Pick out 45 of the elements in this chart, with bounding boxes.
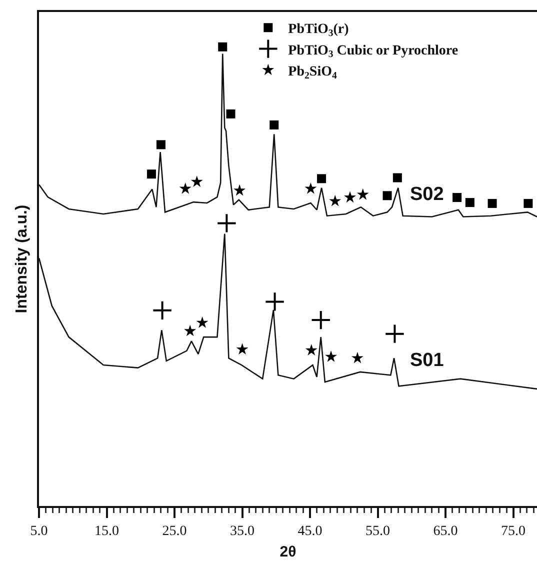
point <box>305 344 318 356</box>
point <box>226 109 236 118</box>
y-axis-title: Intensity (a.u.) <box>13 204 30 314</box>
point <box>152 300 172 321</box>
point <box>382 191 392 200</box>
point <box>196 316 208 328</box>
point <box>234 184 246 196</box>
point <box>184 324 196 336</box>
x-tick-label: 75.0 <box>501 524 526 539</box>
point <box>452 192 462 202</box>
point <box>384 324 405 344</box>
point <box>218 42 228 52</box>
point <box>179 182 192 194</box>
point <box>264 292 285 312</box>
legend-label: PbTiO$_{3}$(r) <box>288 22 350 39</box>
x-tick-label: 65.0 <box>433 524 458 539</box>
x-tick-label: 15.0 <box>94 524 120 539</box>
x-tick-label: 5.0 <box>30 524 48 539</box>
point <box>325 350 338 362</box>
point <box>146 170 156 179</box>
point <box>270 120 279 130</box>
point <box>156 140 166 150</box>
series-label: S01 <box>410 350 444 371</box>
point <box>190 176 203 187</box>
point <box>351 352 364 364</box>
point <box>310 310 331 330</box>
point <box>236 343 248 355</box>
point <box>524 198 533 208</box>
point <box>216 213 237 234</box>
x-tick-label: 55.0 <box>366 524 390 539</box>
x-axis-title: 2θ <box>280 543 296 560</box>
x-tick-label: 25.0 <box>162 524 187 539</box>
point <box>465 198 474 208</box>
point <box>356 188 369 200</box>
legend-label: Pb$_{2}$SiO$_{4}$ <box>288 64 337 82</box>
point <box>344 191 356 203</box>
x-tick-label: 45.0 <box>298 524 322 539</box>
point <box>488 198 497 208</box>
point <box>317 174 326 184</box>
series-label: S02 <box>410 184 444 205</box>
x-tick-label: 35.0 <box>230 524 255 539</box>
point <box>329 194 342 206</box>
point <box>392 173 402 182</box>
point <box>304 182 317 194</box>
legend-label: PbTiO$_{3}$ Cubic or Pyrochlore <box>288 43 458 60</box>
